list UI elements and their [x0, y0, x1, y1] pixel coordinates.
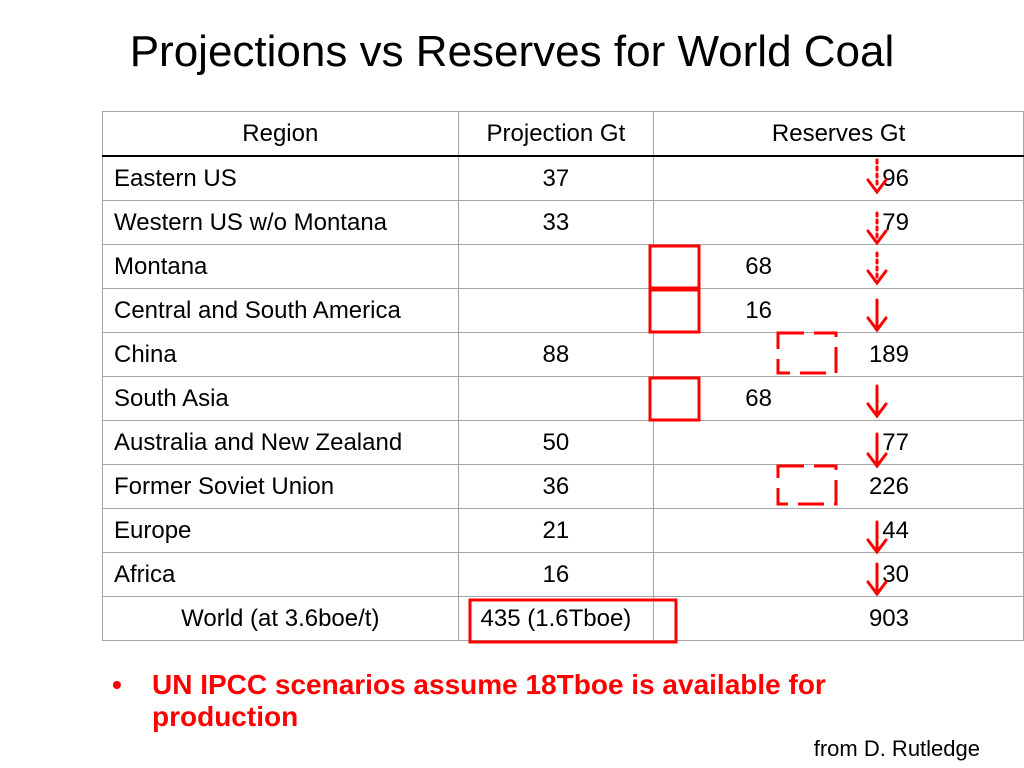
cell-reserves: 30 — [653, 552, 1024, 597]
table-row: Eastern US 37 96 — [102, 155, 1024, 201]
cell-region: Eastern US — [102, 155, 459, 201]
cell-reserves-combined: 68 — [457, 244, 1024, 289]
table-row: Europe 21 44 — [102, 508, 1024, 553]
table-row: South Asia 68 — [102, 376, 1024, 421]
cell-reserves: 77 — [653, 420, 1024, 465]
table-row: Western US w/o Montana 33 79 — [102, 200, 1024, 245]
cell-reserves: 79 — [653, 200, 1024, 245]
cell-projection: 21 — [457, 508, 655, 553]
slide-title: Projections vs Reserves for World Coal — [129, 27, 895, 76]
cell-reserves: 189 — [653, 332, 1024, 377]
cell-world-reserves: 903 — [653, 596, 1024, 641]
cell-projection: 33 — [457, 200, 655, 245]
cell-region: China — [102, 332, 459, 377]
cell-region: Australia and New Zealand — [102, 420, 459, 465]
cell-world-region: World (at 3.6boe/t) — [102, 596, 459, 641]
table-row: Africa 16 30 — [102, 552, 1024, 597]
bullet-text: UN IPCC scenarios assume 18Tboe is avail… — [152, 669, 826, 732]
cell-region: Central and South America — [102, 288, 459, 333]
table-row: Australia and New Zealand 50 77 — [102, 420, 1024, 465]
table-total-row: World (at 3.6boe/t) 435 (1.6Tboe) 903 — [102, 596, 1024, 641]
cell-reserves: 226 — [653, 464, 1024, 509]
cell-projection: 50 — [457, 420, 655, 465]
cell-region: Europe — [102, 508, 459, 553]
cell-region: Montana — [102, 244, 459, 289]
coal-table: Region Projection Gt Reserves Gt Eastern… — [102, 111, 1024, 641]
cell-reserves-combined: 16 — [457, 288, 1024, 333]
header-region: Region — [102, 111, 459, 157]
source-credit: from D. Rutledge — [813, 736, 980, 761]
cell-reserves: 96 — [653, 155, 1024, 201]
bullet-marker: • — [112, 669, 122, 700]
cell-region: Africa — [102, 552, 459, 597]
cell-projection: 16 — [457, 552, 655, 597]
cell-region: Western US w/o Montana — [102, 200, 459, 245]
table-row: Central and South America 16 — [102, 288, 1024, 333]
cell-projection: 37 — [457, 155, 655, 201]
cell-reserves: 44 — [653, 508, 1024, 553]
header-reserves: Reserves Gt — [653, 111, 1024, 157]
cell-projection: 36 — [457, 464, 655, 509]
table-header-row: Region Projection Gt Reserves Gt — [102, 111, 1024, 157]
table-row: Montana 68 — [102, 244, 1024, 289]
cell-region: Former Soviet Union — [102, 464, 459, 509]
table-row: China 88 189 — [102, 332, 1024, 377]
table-row: Former Soviet Union 36 226 — [102, 464, 1024, 509]
cell-projection: 88 — [457, 332, 655, 377]
cell-region: South Asia — [102, 376, 459, 421]
cell-reserves-combined: 68 — [457, 376, 1024, 421]
bullet-point: • UN IPCC scenarios assume 18Tboe is ava… — [112, 669, 932, 733]
header-projection: Projection Gt — [457, 111, 655, 157]
cell-world-projection: 435 (1.6Tboe) — [457, 596, 655, 641]
